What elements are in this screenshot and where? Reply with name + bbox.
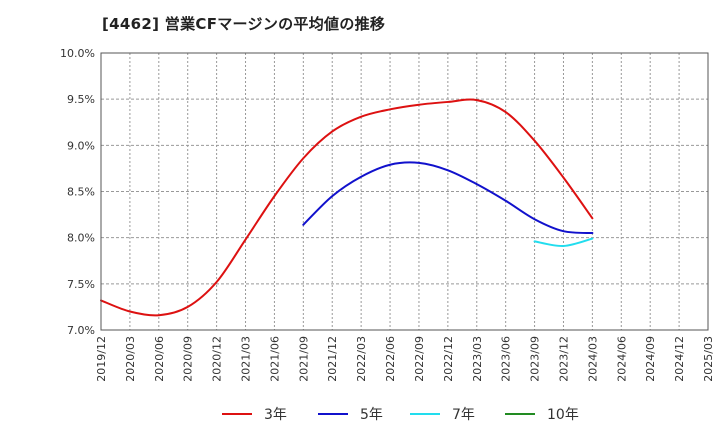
x-tick-label: 2021/06	[268, 336, 281, 382]
x-tick-label: 2022/06	[384, 336, 397, 382]
x-tick-label: 2023/06	[500, 336, 513, 382]
y-tick-label: 10.0%	[60, 47, 95, 60]
x-tick-label: 2020/12	[211, 336, 224, 382]
x-tick-label: 2025/03	[702, 336, 715, 382]
y-tick-label: 8.0%	[67, 232, 95, 245]
x-tick-label: 2024/09	[644, 336, 657, 382]
series-line-1	[100, 98, 594, 317]
x-tick-label: 2019/12	[95, 336, 108, 382]
legend-label-4: 10年	[547, 407, 579, 423]
x-tick-label: 2024/03	[586, 336, 599, 382]
x-tick-label: 2024/06	[615, 336, 628, 382]
x-tick-label: 2024/12	[673, 336, 686, 382]
x-tick-label: 2021/12	[326, 336, 339, 382]
grid-layer	[100, 52, 709, 331]
x-tick-label: 2020/09	[182, 336, 195, 382]
y-tick-label: 8.5%	[67, 186, 95, 199]
y-tick-label: 7.0%	[67, 324, 95, 337]
x-tick-label: 2023/12	[557, 336, 570, 382]
x-tick-label: 2022/09	[413, 336, 426, 382]
x-tick-label: 2022/03	[355, 336, 368, 382]
x-tick-label: 2023/09	[529, 336, 542, 382]
x-tick-label: 2020/03	[124, 336, 137, 382]
legend: 3年 5年 7年 10年	[222, 407, 579, 423]
y-tick-label: 9.0%	[67, 139, 95, 152]
series-line-2	[302, 161, 594, 235]
series-line-3	[533, 237, 594, 247]
x-tick-label: 2022/12	[442, 336, 455, 382]
x-tick-label: 2023/03	[471, 336, 484, 382]
x-tick-label: 2020/06	[153, 336, 166, 382]
y-tick-label: 7.5%	[67, 278, 95, 291]
x-tick-label: 2021/09	[297, 336, 310, 382]
x-axis: 2019/12 2020/03 2020/06 2020/09 2020/12 2021/…	[95, 336, 715, 382]
legend-label-3: 7年	[452, 407, 475, 423]
legend-label-2: 5年	[360, 407, 383, 423]
series-layer	[100, 98, 594, 317]
y-axis: 7.0% 7.5% 8.0% 8.5% 9.0% 9.5% 10.0%	[60, 47, 95, 337]
x-tick-label: 2021/03	[240, 336, 253, 382]
y-tick-label: 9.5%	[67, 93, 95, 106]
chart-title: [4462] 営業CFマージンの平均値の推移	[102, 15, 386, 33]
plot-frame	[100, 52, 709, 331]
legend-label-1: 3年	[264, 407, 287, 423]
